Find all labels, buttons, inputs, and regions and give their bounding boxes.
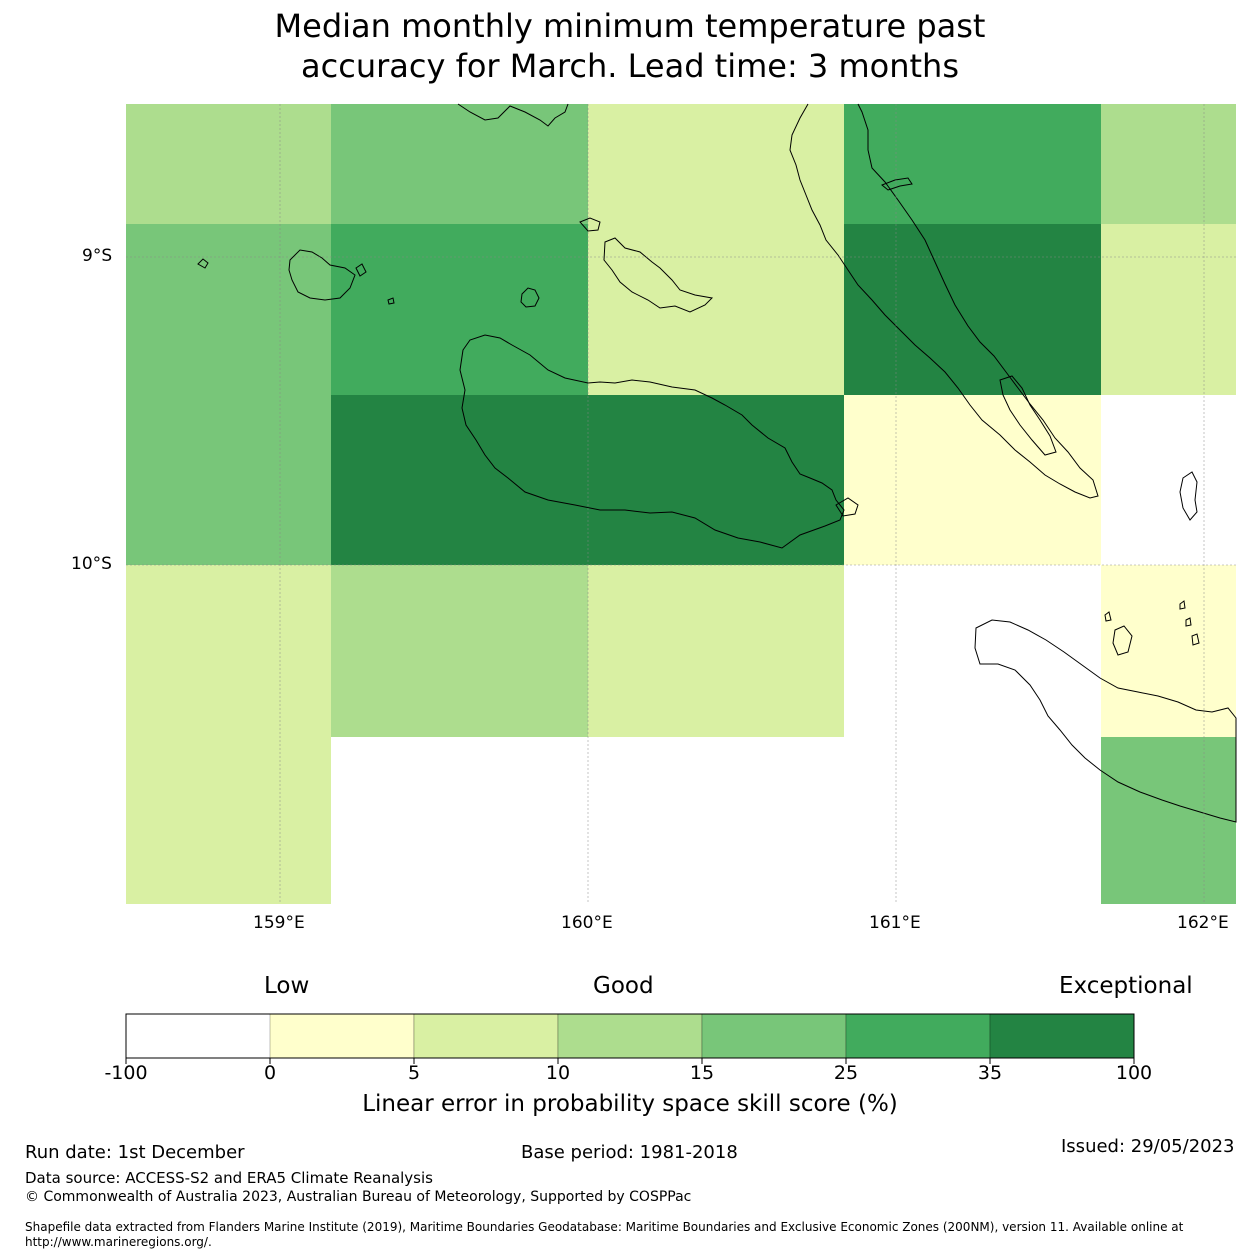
qual-label-exceptional: Exceptional: [1059, 973, 1193, 999]
coastline-florida-islands: [603, 237, 714, 313]
grid-cell: [1101, 104, 1236, 224]
grid-cell: [844, 565, 1101, 737]
colorbar-segment: [269, 1013, 415, 1059]
grid-cell: [1101, 395, 1236, 565]
coastline-makira: [974, 619, 1237, 823]
grid-cell: [126, 565, 331, 737]
grid-cell: [844, 224, 1101, 395]
colorbar-segment: [126, 1014, 270, 1058]
coastline-islet-4: [579, 217, 601, 232]
grid-cell: [1101, 224, 1236, 395]
qual-label-good: Good: [593, 973, 654, 999]
lon-label: 160°E: [561, 913, 613, 933]
coastline-islet-11: [1191, 633, 1200, 646]
colorbar-tick: 0: [263, 1062, 277, 1084]
coastline-islet-1: [197, 258, 209, 269]
graticule: [126, 104, 1236, 904]
colorbar-tick: 15: [689, 1062, 715, 1084]
grid-cell: [844, 395, 1101, 565]
skill-grid: [126, 104, 1236, 904]
chart-title: Median monthly minimum temperature past …: [0, 6, 1260, 86]
grid-cell: [126, 104, 331, 224]
grid-cell: [588, 395, 844, 565]
coastline-small-island-1: [520, 287, 540, 308]
lon-label: 161°E: [869, 913, 921, 933]
coastline-small-malaita: [999, 375, 1057, 456]
colorbar-tick: 5: [407, 1062, 421, 1084]
coastline-guadalcanal: [459, 334, 845, 549]
coastline-islet-8: [1104, 611, 1112, 622]
issued-date: Issued: 29/05/2023: [1061, 1136, 1235, 1157]
grid-cell: [588, 565, 844, 737]
base-period: Base period: 1981-2018: [521, 1142, 738, 1163]
colorbar-tick: 25: [833, 1062, 859, 1084]
lat-label: 9°S: [82, 246, 113, 266]
grid-cell: [126, 395, 331, 565]
data-source: Data source: ACCESS-S2 and ERA5 Climate …: [25, 1169, 433, 1187]
coastline-russell-islands: [288, 249, 356, 301]
grid-cell: [331, 395, 588, 565]
colorbar-tick: 35: [977, 1062, 1003, 1084]
colorbar-segment: [701, 1013, 847, 1059]
grid-cell: [844, 104, 1101, 224]
colorbar-segment: [989, 1013, 1135, 1059]
coastline-santa-isabel: [457, 103, 569, 127]
coastline-islet-6: [835, 497, 859, 517]
grid-cell: [588, 224, 844, 395]
copyright: © Commonwealth of Australia 2023, Austra…: [25, 1189, 692, 1205]
run-date: Run date: 1st December: [25, 1142, 245, 1163]
grid-cell: [844, 737, 1101, 904]
coastline-islet-9: [1179, 600, 1186, 610]
coastline-islet-7: [1112, 625, 1133, 656]
coastline-islet-3: [387, 297, 395, 305]
grid-cell: [1101, 565, 1236, 737]
grid-cell: [588, 104, 844, 224]
coastline-malaita: [789, 103, 1099, 499]
colorbar-tick: 10: [545, 1062, 571, 1084]
grid-cell: [588, 737, 844, 904]
grid-cell: [1101, 737, 1236, 904]
grid-cell: [331, 737, 588, 904]
colorbar-title: Linear error in probability space skill …: [362, 1091, 898, 1117]
colorbar-segment: [557, 1013, 703, 1059]
coastline-ulawa: [1179, 471, 1198, 521]
lon-label: 159°E: [253, 913, 305, 933]
qual-label-low: Low: [264, 973, 310, 999]
title-line-2: accuracy for March. Lead time: 3 months: [301, 47, 959, 85]
colorbar-tick: -100: [104, 1062, 148, 1084]
title-line-1: Median monthly minimum temperature past: [274, 7, 986, 45]
colorbar: [125, 1013, 1135, 1064]
shapefile-credit-1: Shapefile data extracted from Flanders M…: [25, 1220, 1184, 1234]
colorbar-segment: [845, 1013, 991, 1059]
colorbar-segment: [413, 1013, 559, 1059]
grid-cell: [126, 737, 331, 904]
skill-map: [126, 103, 1237, 904]
grid-cell: [331, 224, 588, 395]
shapefile-credit-2: http://www.marineregions.org/.: [25, 1235, 212, 1249]
coastline-islet-2: [355, 263, 367, 277]
grid-cell: [331, 565, 588, 737]
colorbar-frame: [125, 1013, 1135, 1059]
lat-label: 10°S: [71, 554, 112, 574]
grid-cell: [331, 104, 588, 224]
colorbar-tick: 100: [1115, 1062, 1153, 1084]
lon-label: 162°E: [1177, 913, 1229, 933]
coastline-islet-5: [881, 177, 913, 191]
coastline-islet-10: [1185, 617, 1192, 627]
coastlines: [197, 103, 1237, 823]
